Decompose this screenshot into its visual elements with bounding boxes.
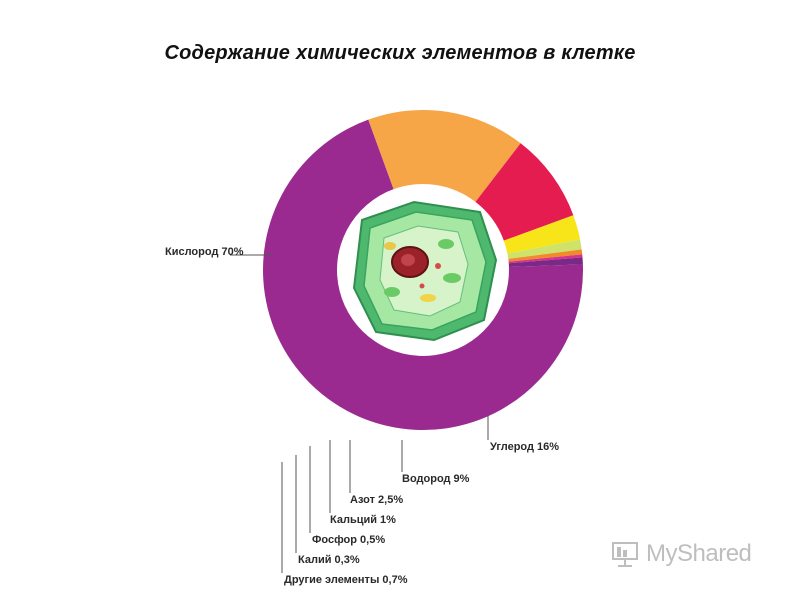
slice-1 bbox=[263, 119, 583, 431]
slice-label-2: Углерод 16% bbox=[490, 441, 559, 453]
slice-label-6: Фосфор 0,5% bbox=[312, 534, 385, 546]
plant-cell-illustration bbox=[352, 200, 498, 342]
donut-slices bbox=[263, 110, 583, 431]
slice-7 bbox=[508, 254, 583, 264]
presentation-board-icon bbox=[612, 542, 638, 567]
slice-labels: Кислород 70% Углерод 16% Водород 9% Азот 2,… bbox=[165, 246, 559, 586]
page-title: Содержание химических элементов в клетке bbox=[164, 42, 636, 64]
slice-label-5: Кальций 1% bbox=[330, 514, 396, 526]
slice-3 bbox=[475, 143, 574, 241]
slice-5 bbox=[507, 239, 582, 259]
slice-label-7: Калий 0,3% bbox=[298, 554, 360, 566]
slice-4 bbox=[503, 215, 581, 254]
slice-6 bbox=[508, 249, 583, 262]
slice-2 bbox=[368, 110, 521, 202]
slice-label-4: Азот 2,5% bbox=[350, 494, 403, 506]
watermark: MyShared bbox=[610, 536, 780, 572]
slice-label-1: Кислород 70% bbox=[165, 246, 244, 258]
watermark-text: MyShared bbox=[646, 540, 752, 567]
slice-label-8: Другие элементы 0,7% bbox=[284, 574, 408, 586]
slice-label-3: Водород 9% bbox=[402, 473, 470, 485]
slice-8 bbox=[508, 257, 583, 267]
